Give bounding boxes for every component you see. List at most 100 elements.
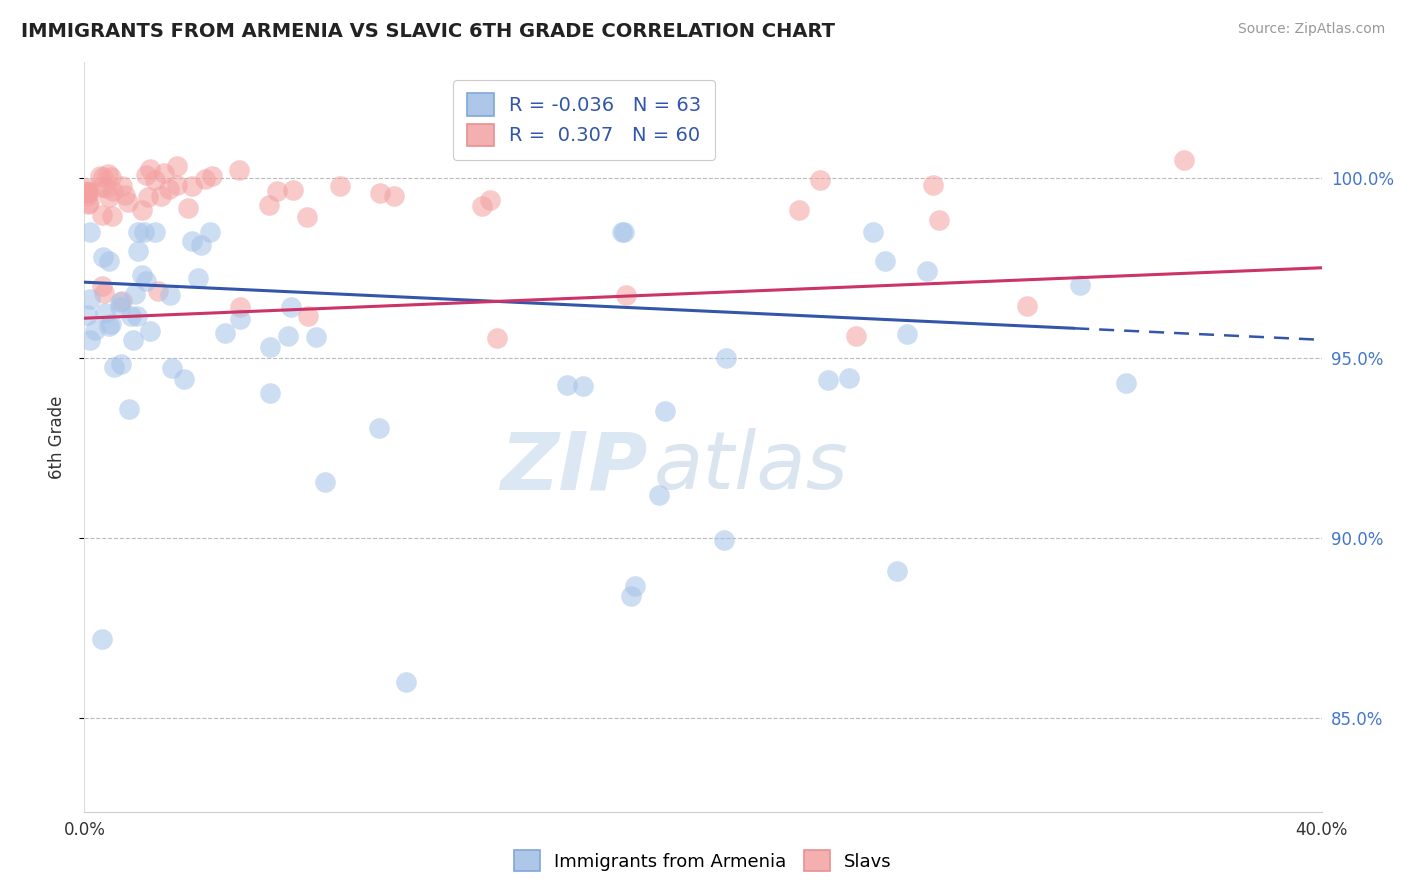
Point	[139, 324, 162, 338]
Point	[91, 632, 114, 646]
Point	[382, 189, 405, 203]
Point	[257, 198, 280, 212]
Point	[862, 225, 884, 239]
Point	[100, 317, 122, 331]
Point	[90, 208, 112, 222]
Point	[181, 179, 204, 194]
Point	[127, 244, 149, 258]
Point	[162, 360, 184, 375]
Point	[79, 292, 101, 306]
Point	[91, 169, 114, 184]
Point	[808, 173, 831, 187]
Point	[229, 311, 252, 326]
Point	[180, 234, 202, 248]
Point	[280, 301, 302, 315]
Point	[297, 310, 319, 324]
Text: atlas: atlas	[654, 428, 848, 506]
Point	[134, 225, 156, 239]
Point	[395, 675, 418, 690]
Point	[76, 185, 98, 199]
Point	[200, 225, 222, 239]
Point	[101, 209, 124, 223]
Point	[281, 183, 304, 197]
Point	[97, 167, 120, 181]
Point	[896, 327, 918, 342]
Point	[623, 579, 645, 593]
Point	[228, 301, 250, 315]
Point	[787, 203, 810, 218]
Point	[79, 333, 101, 347]
Point	[259, 385, 281, 400]
Point	[135, 274, 157, 288]
Point	[613, 225, 636, 239]
Point	[76, 181, 98, 195]
Point	[873, 254, 896, 268]
Point	[76, 184, 98, 198]
Point	[90, 279, 112, 293]
Point	[368, 186, 391, 200]
Point	[157, 181, 180, 195]
Point	[110, 295, 132, 310]
Point	[478, 193, 501, 207]
Point	[152, 166, 174, 180]
Point	[124, 287, 146, 301]
Point	[97, 189, 120, 203]
Point	[122, 333, 145, 347]
Point	[143, 225, 166, 239]
Point	[614, 287, 637, 301]
Point	[173, 372, 195, 386]
Point	[76, 308, 98, 322]
Point	[114, 188, 136, 202]
Point	[713, 533, 735, 547]
Point	[1115, 376, 1137, 391]
Point	[612, 225, 634, 239]
Point	[117, 194, 139, 209]
Point	[118, 402, 141, 417]
Point	[136, 189, 159, 203]
Y-axis label: 6th Grade: 6th Grade	[48, 395, 66, 479]
Point	[277, 329, 299, 343]
Legend: Immigrants from Armenia, Slavs: Immigrants from Armenia, Slavs	[508, 843, 898, 879]
Point	[838, 371, 860, 385]
Point	[79, 225, 101, 239]
Point	[329, 179, 352, 194]
Point	[266, 184, 288, 198]
Legend: R = -0.036   N = 63, R =  0.307   N = 60: R = -0.036 N = 63, R = 0.307 N = 60	[453, 79, 716, 160]
Point	[228, 162, 250, 177]
Text: Source: ZipAtlas.com: Source: ZipAtlas.com	[1237, 22, 1385, 37]
Point	[177, 201, 200, 215]
Point	[103, 359, 125, 374]
Point	[84, 323, 107, 337]
Point	[915, 263, 938, 277]
Text: ZIP: ZIP	[501, 428, 647, 506]
Point	[143, 172, 166, 186]
Point	[194, 172, 217, 186]
Point	[214, 326, 236, 340]
Point	[190, 237, 212, 252]
Point	[110, 358, 132, 372]
Point	[150, 188, 173, 202]
Text: IMMIGRANTS FROM ARMENIA VS SLAVIC 6TH GRADE CORRELATION CHART: IMMIGRANTS FROM ARMENIA VS SLAVIC 6TH GR…	[21, 22, 835, 41]
Point	[1069, 278, 1091, 293]
Point	[97, 253, 120, 268]
Point	[77, 195, 100, 210]
Point	[90, 180, 112, 194]
Point	[886, 565, 908, 579]
Point	[471, 199, 494, 213]
Point	[91, 251, 114, 265]
Point	[486, 331, 509, 345]
Point	[111, 294, 134, 309]
Point	[139, 162, 162, 177]
Point	[845, 329, 868, 343]
Point	[201, 169, 224, 183]
Point	[93, 306, 115, 320]
Point	[922, 178, 945, 192]
Point	[166, 159, 188, 173]
Point	[111, 179, 134, 194]
Point	[314, 475, 336, 489]
Point	[125, 309, 148, 323]
Point	[714, 351, 737, 365]
Point	[103, 184, 125, 198]
Point	[654, 403, 676, 417]
Point	[928, 212, 950, 227]
